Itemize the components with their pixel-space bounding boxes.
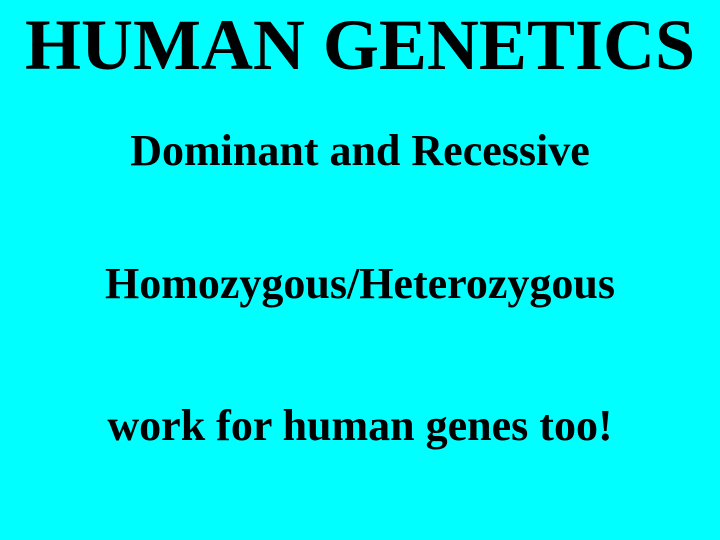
body-line-3: work for human genes too! xyxy=(0,400,720,451)
slide-container: HUMAN GENETICS Dominant and Recessive Ho… xyxy=(0,0,720,540)
body-line-2: Homozygous/Heterozygous xyxy=(0,258,720,309)
body-line-1: Dominant and Recessive xyxy=(0,125,720,176)
slide-title: HUMAN GENETICS xyxy=(0,8,720,84)
